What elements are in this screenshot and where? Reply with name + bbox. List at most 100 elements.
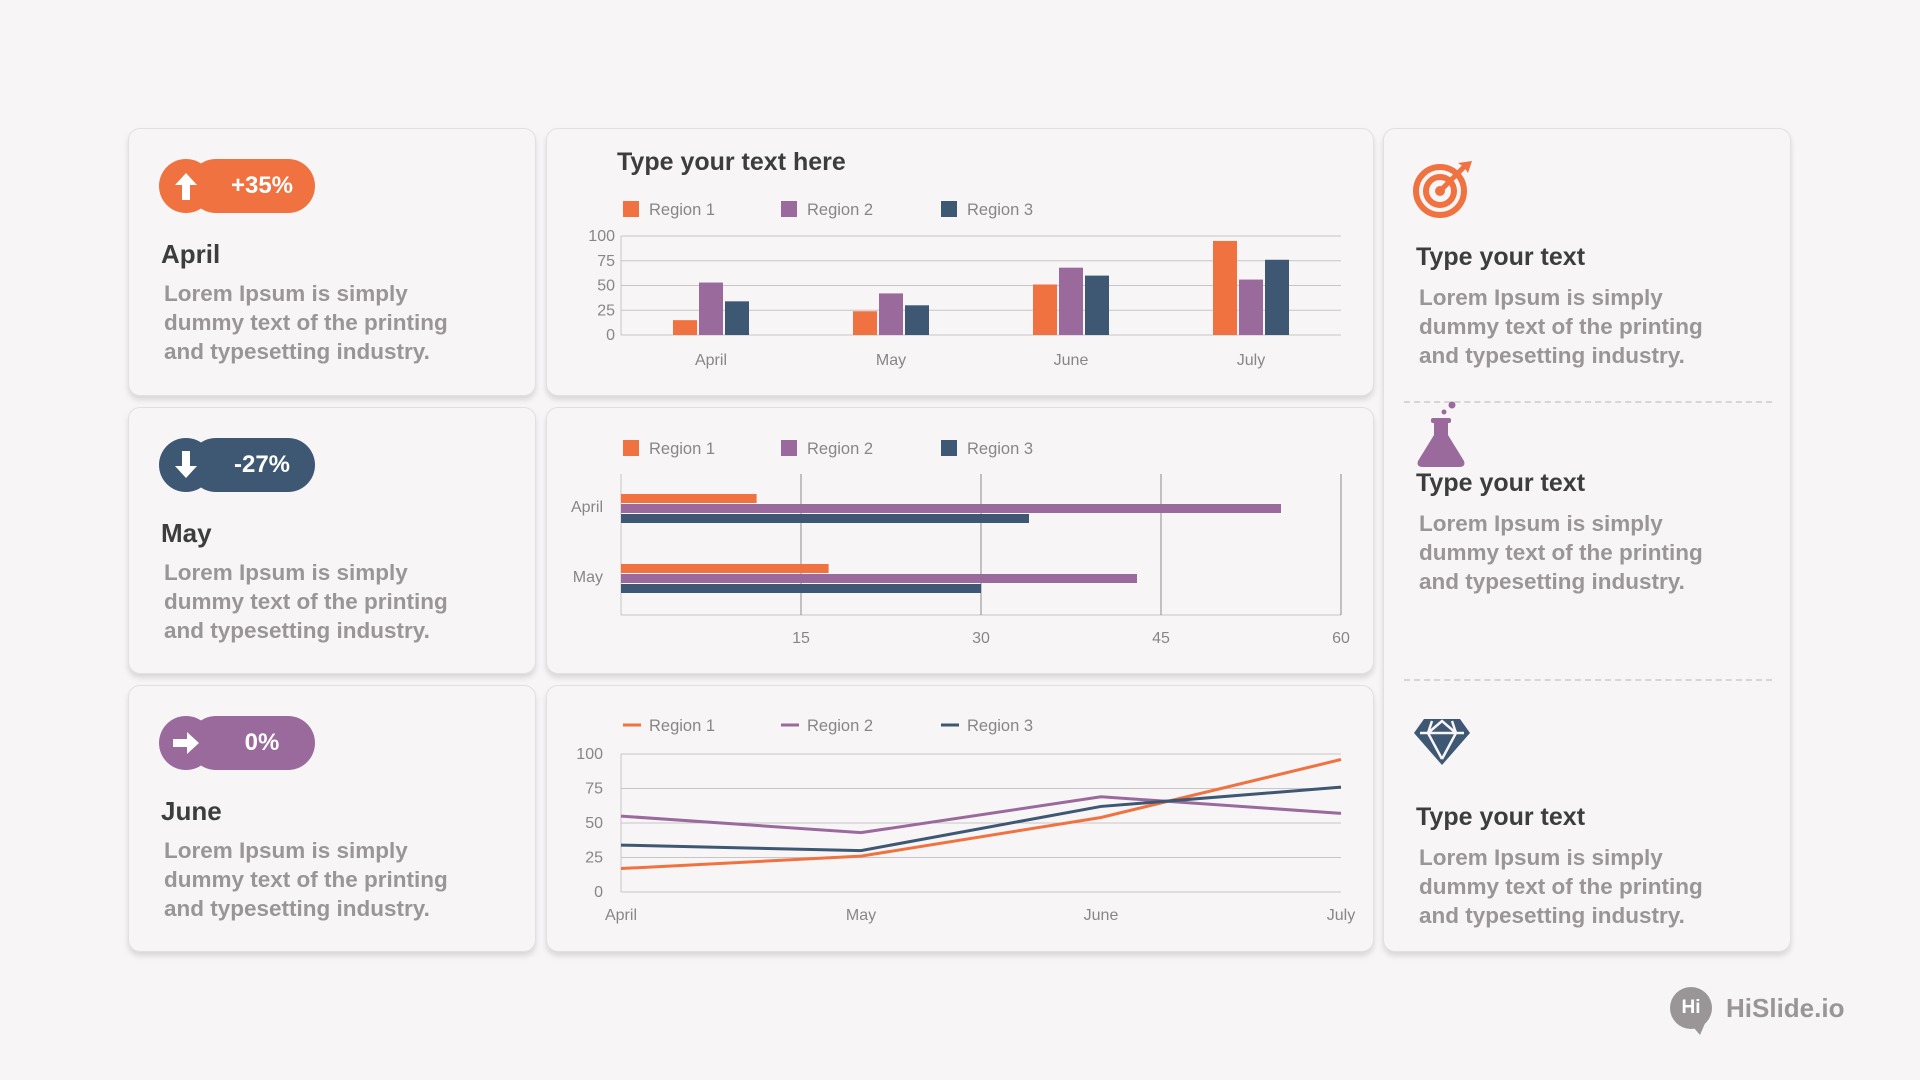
diamond-icon	[1412, 717, 1472, 772]
x-tick-label: May	[876, 352, 906, 369]
bar	[1033, 284, 1057, 335]
brand-name: HiSlide.io	[1726, 992, 1845, 1023]
x-tick-label: June	[1084, 907, 1119, 924]
hislide-logo-icon: Hi	[1670, 987, 1712, 1035]
y-tick-label: 0	[594, 884, 603, 901]
bar	[621, 564, 829, 573]
legend-swatch	[781, 201, 797, 217]
y-tick-label: 100	[588, 228, 615, 245]
bar	[905, 305, 929, 335]
bar	[621, 584, 981, 593]
x-tick-label: 45	[1152, 630, 1170, 647]
chart-title: Type your text here	[617, 148, 846, 176]
legend-label: Region 1	[649, 201, 715, 219]
feature-item: Type your text Lorem Ipsum is simply dum…	[1384, 685, 1790, 953]
legend-label: Region 2	[807, 201, 873, 219]
bar-chart-card: Type your text here Region 1 Region 2 Regio…	[546, 128, 1374, 396]
x-tick-label: 30	[972, 630, 990, 647]
brand-logo-text: Hi	[1681, 997, 1701, 1018]
y-tick-label: 50	[585, 815, 603, 832]
x-tick-label: July	[1237, 352, 1265, 369]
kpi-card-june: 0% June Lorem Ipsum is simply dummy text…	[128, 685, 536, 952]
y-tick-label: 0	[606, 327, 615, 344]
vertical-bar-chart: Type your text here Region 1 Region 2 Regio…	[588, 148, 1341, 369]
kpi-title: May	[161, 518, 212, 548]
bar	[879, 293, 903, 335]
line-chart-card: Region 1 Region 2 Region 3 0 25 50 75 100 April M…	[546, 685, 1374, 952]
kpi-description: Lorem Ipsum is simply dummy text of the …	[164, 281, 448, 364]
legend-label: Region 1	[649, 717, 715, 735]
kpi-card-april: +35% April Lorem Ipsum is simply dummy t…	[128, 128, 536, 396]
features-card: Type your text Lorem Ipsum is simply dum…	[1383, 128, 1791, 952]
brand-logo: Hi HiSlide.io	[1670, 987, 1845, 1035]
x-tick-label: April	[695, 352, 727, 369]
x-tick-label: 60	[1332, 630, 1350, 647]
bar	[1085, 275, 1109, 335]
kpi-title: April	[161, 239, 221, 269]
bar	[853, 311, 877, 335]
legend-swatch	[941, 440, 957, 456]
kpi-badge: -27%	[159, 438, 315, 492]
legend-swatch	[941, 201, 957, 217]
y-tick-label: 75	[597, 253, 615, 270]
bar	[1213, 240, 1237, 335]
legend-swatch	[781, 440, 797, 456]
x-tick-label: May	[846, 907, 876, 924]
x-tick-label: 15	[792, 630, 810, 647]
series-line	[620, 758, 1342, 871]
bar	[725, 301, 749, 335]
legend-label: Region 2	[807, 717, 873, 735]
feature-title: Type your text	[1416, 469, 1586, 497]
y-tick-label: 100	[576, 746, 603, 763]
divider	[1404, 679, 1772, 681]
x-tick-label: June	[1054, 352, 1089, 369]
feature-title: Type your text	[1416, 803, 1586, 831]
legend-label: Region 1	[649, 440, 715, 458]
bar	[621, 514, 1029, 523]
legend-swatch	[623, 201, 639, 217]
legend-label: Region 3	[967, 717, 1033, 735]
horizontal-bar-chart-card: Region 1 Region 2 Region 3 15 30 45 60 April May	[546, 407, 1374, 674]
feature-title: Type your text	[1416, 243, 1586, 271]
bar	[1239, 279, 1263, 335]
x-tick-label: July	[1327, 907, 1355, 924]
arrow-right-icon	[159, 716, 213, 770]
legend-label: Region 3	[967, 440, 1033, 458]
target-icon	[1412, 157, 1474, 224]
bar	[621, 494, 757, 503]
legend-label: Region 3	[967, 201, 1033, 219]
feature-item: Type your text Lorem Ipsum is simply dum…	[1384, 129, 1790, 403]
series-line	[620, 795, 1342, 835]
line-chart: Region 1 Region 2 Region 3 0 25 50 75 100 April M…	[576, 717, 1355, 924]
bar	[621, 504, 1281, 513]
divider	[1404, 401, 1772, 403]
legend-label: Region 2	[807, 440, 873, 458]
y-tick-label: 25	[597, 302, 615, 319]
series-line	[620, 785, 1342, 853]
bar	[1265, 259, 1289, 335]
feature-description: Lorem Ipsum is simply dummy text of the …	[1419, 285, 1703, 368]
feature-description: Lorem Ipsum is simply dummy text of the …	[1419, 845, 1703, 928]
feature-description: Lorem Ipsum is simply dummy text of the …	[1419, 511, 1703, 594]
arrow-up-icon	[159, 159, 213, 213]
kpi-description: Lorem Ipsum is simply dummy text of the …	[164, 560, 448, 643]
y-tick-label: 25	[585, 850, 603, 867]
bar	[699, 282, 723, 335]
bar	[673, 320, 697, 335]
horizontal-bar-chart: Region 1 Region 2 Region 3 15 30 45 60 April May	[571, 440, 1350, 647]
kpi-badge: 0%	[159, 716, 315, 770]
y-tick-label: May	[573, 569, 603, 586]
kpi-title: June	[161, 796, 222, 826]
y-tick-label: 75	[585, 781, 603, 798]
y-tick-label: 50	[597, 278, 615, 295]
arrow-down-icon	[159, 438, 213, 492]
y-tick-label: April	[571, 499, 603, 516]
kpi-description: Lorem Ipsum is simply dummy text of the …	[164, 838, 448, 921]
feature-item: Type your text Lorem Ipsum is simply dum…	[1384, 401, 1790, 683]
bar	[1059, 267, 1083, 335]
flask-icon	[1414, 399, 1470, 474]
bar	[621, 574, 1137, 583]
kpi-badge: +35%	[159, 159, 315, 213]
kpi-card-may: -27% May Lorem Ipsum is simply dummy tex…	[128, 407, 536, 674]
x-tick-label: April	[605, 907, 637, 924]
